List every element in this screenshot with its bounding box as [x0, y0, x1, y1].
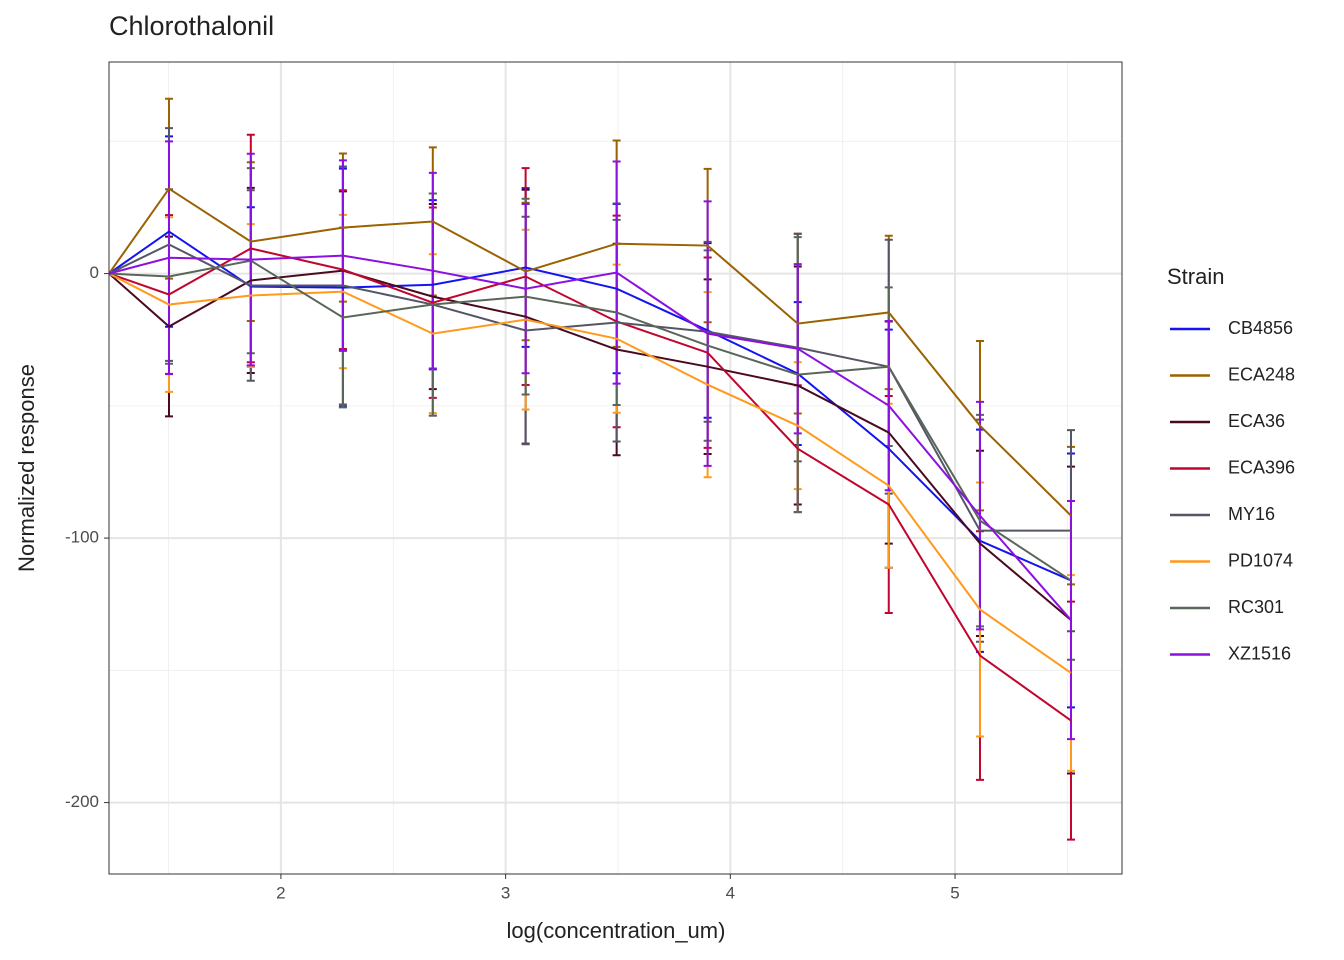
x-tick-label: 2 — [276, 883, 285, 902]
legend-label: XZ1516 — [1228, 643, 1291, 663]
x-tick-label: 3 — [501, 883, 510, 902]
legend-label: RC301 — [1228, 597, 1284, 617]
chart-title: Chlorothalonil — [109, 11, 274, 41]
series-line — [109, 187, 1072, 517]
legend-label: ECA396 — [1228, 457, 1295, 477]
series-line — [109, 272, 1072, 674]
y-axis-label: Normalized response — [14, 364, 39, 572]
legend-label: MY16 — [1228, 504, 1275, 524]
series-line — [109, 259, 1072, 582]
legend-label: ECA248 — [1228, 364, 1295, 384]
y-tick-label: 0 — [90, 263, 99, 282]
y-tick-label: -200 — [65, 792, 99, 811]
legend-label: ECA36 — [1228, 411, 1285, 431]
series-line — [109, 269, 1072, 621]
x-tick-label: 5 — [950, 883, 959, 902]
x-tick-label: 4 — [726, 883, 735, 902]
legend-label: CB4856 — [1228, 318, 1293, 338]
y-tick-label: -100 — [65, 528, 99, 547]
series-line — [109, 254, 1072, 621]
plot-border — [108, 61, 1123, 875]
x-axis-label: log(concentration_um) — [507, 918, 726, 943]
series-line — [109, 230, 1072, 582]
legend-title: Strain — [1167, 264, 1224, 289]
legend-label: PD1074 — [1228, 550, 1293, 570]
series-line — [109, 247, 1072, 722]
